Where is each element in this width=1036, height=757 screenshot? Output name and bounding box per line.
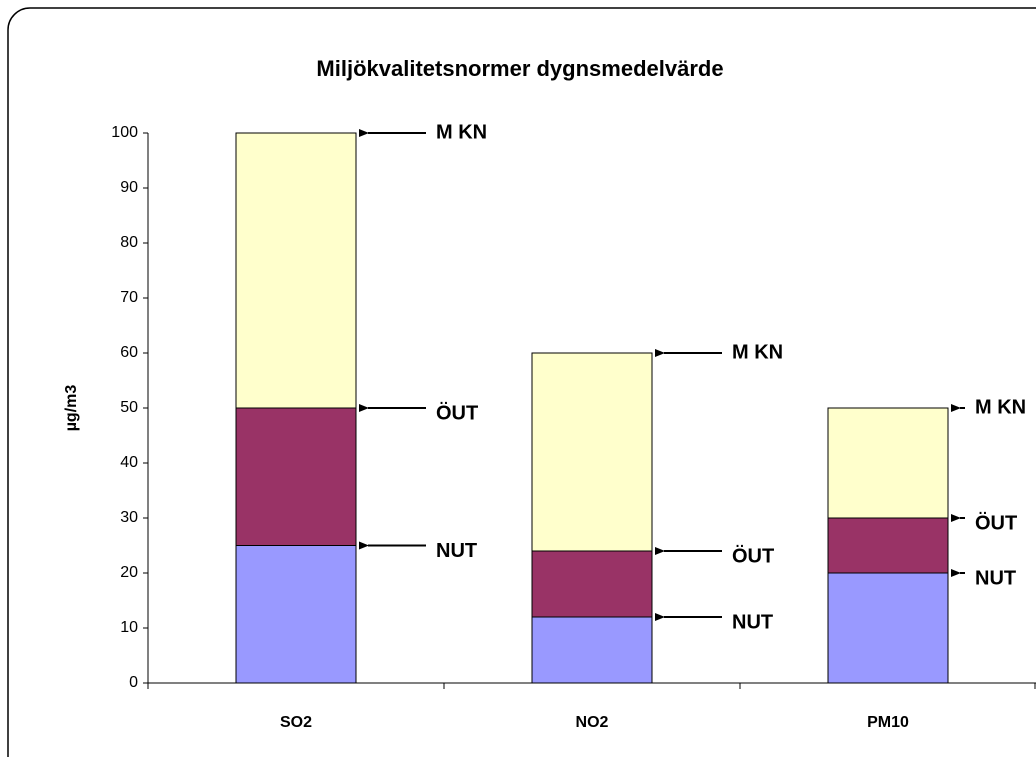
bar-segment bbox=[235, 407, 357, 546]
bar-segment bbox=[531, 352, 653, 552]
segment-label: M KN bbox=[732, 341, 783, 363]
y-tick-label: 80 bbox=[120, 234, 138, 251]
x-tick-label: SO2 bbox=[280, 714, 312, 731]
y-tick-label: 20 bbox=[120, 564, 138, 581]
segment-label: M KN bbox=[436, 121, 487, 143]
y-tick-label: 90 bbox=[120, 179, 138, 196]
bar-segment bbox=[531, 616, 653, 684]
x-tick-label: PM10 bbox=[867, 714, 909, 731]
y-tick-label: 30 bbox=[120, 509, 138, 526]
chart-title: Miljökvalitetsnormer dygnsmedelvärde bbox=[316, 56, 723, 81]
bar-segment bbox=[531, 550, 653, 618]
y-tick-label: 10 bbox=[120, 619, 138, 636]
bar-segment bbox=[827, 517, 949, 574]
y-tick-label: 100 bbox=[111, 124, 138, 141]
segment-label: NUT bbox=[975, 567, 1016, 589]
y-tick-label: 0 bbox=[129, 674, 138, 691]
y-tick-label: 60 bbox=[120, 344, 138, 361]
y-tick-label: 50 bbox=[120, 399, 138, 416]
segment-label: ÖUT bbox=[732, 544, 774, 567]
bar-segment bbox=[235, 132, 357, 409]
y-axis-label: µg/m3 bbox=[63, 385, 80, 432]
bar-segment bbox=[827, 407, 949, 519]
segment-label: M KN bbox=[975, 396, 1026, 418]
y-tick-label: 70 bbox=[120, 289, 138, 306]
segment-label: NUT bbox=[732, 611, 773, 633]
segment-label: ÖUT bbox=[436, 401, 478, 424]
segment-label: ÖUT bbox=[975, 511, 1017, 534]
x-tick-label: NO2 bbox=[576, 714, 609, 731]
y-tick-label: 40 bbox=[120, 454, 138, 471]
bar-segment bbox=[827, 572, 949, 684]
bar-segment bbox=[235, 545, 357, 684]
segment-label: NUT bbox=[436, 540, 477, 562]
